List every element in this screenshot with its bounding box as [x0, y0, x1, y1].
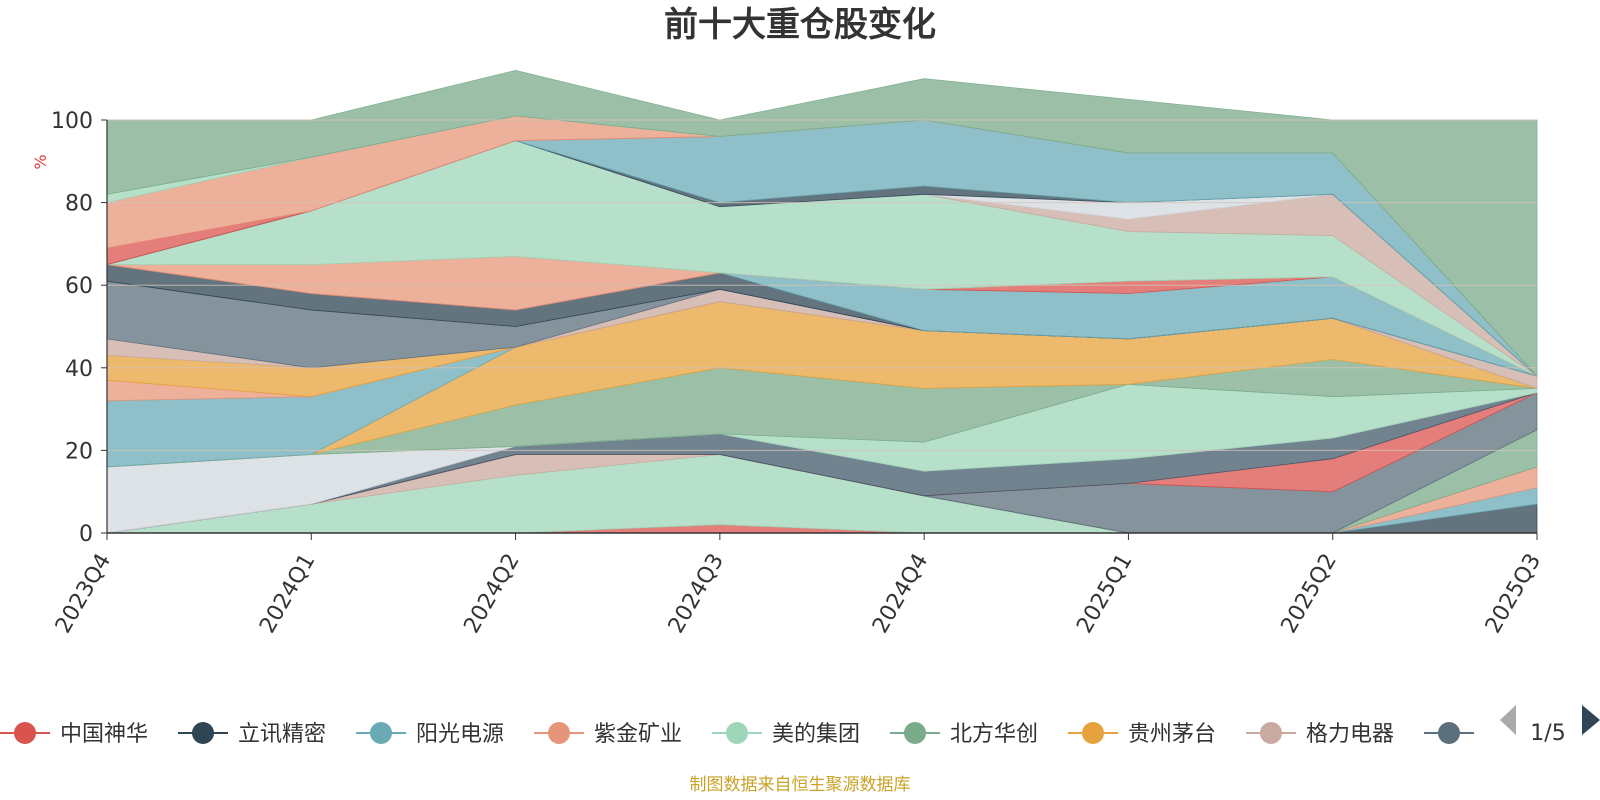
legend-page-indicator: 1/5 [1530, 721, 1565, 746]
x-tick-label: 2024Q2 [459, 550, 524, 638]
legend-item[interactable]: 立讯精密 [178, 722, 326, 747]
legend-prev-page-icon[interactable] [1500, 705, 1516, 735]
legend-marker-icon [1438, 722, 1460, 744]
legend-label: 阳光电源 [416, 722, 504, 747]
legend-pager: 1/5 [1500, 705, 1600, 746]
legend-marker-icon [548, 722, 570, 744]
y-tick-label: 20 [65, 439, 93, 464]
source-note: 制图数据来自恒生聚源数据库 [690, 775, 911, 795]
legend-label: 贵州茅台 [1128, 722, 1216, 747]
legend-item[interactable]: 紫金矿业 [534, 722, 682, 747]
legend-item[interactable]: 阳光电源 [356, 722, 504, 747]
legend: 中国神华 立讯精密 阳光电源 紫金矿业 美的集团 北方华创 贵州茅台 格力电器 [0, 722, 1474, 747]
legend-label: 紫金矿业 [594, 722, 682, 747]
legend-label: 格力电器 [1306, 722, 1394, 747]
x-tick-label: 2024Q3 [664, 550, 729, 638]
legend-marker-icon [726, 722, 748, 744]
y-tick-label: 60 [65, 274, 93, 299]
gridlines [107, 119, 1537, 451]
legend-label: 美的集团 [772, 722, 860, 747]
x-tick-label: 2025Q2 [1277, 550, 1342, 638]
legend-marker-icon [1082, 722, 1104, 744]
x-tick-label: 2023Q4 [51, 550, 116, 638]
legend-item[interactable]: 格力电器 [1246, 722, 1394, 747]
legend-label: 中国神华 [60, 722, 148, 747]
legend-marker-icon [14, 722, 36, 744]
legend-item[interactable]: 中国神华 [0, 722, 148, 747]
y-tick-label: 100 [51, 109, 93, 134]
legend-marker-icon [1260, 722, 1282, 744]
legend-item[interactable]: 美的集团 [712, 722, 860, 747]
chart-title: 前十大重仓股变化 [664, 5, 936, 45]
legend-next-page-icon[interactable] [1582, 705, 1600, 735]
legend-item[interactable] [1424, 722, 1474, 744]
y-tick-label: 80 [65, 192, 93, 217]
legend-marker-icon [192, 722, 214, 744]
x-tick-label: 2024Q1 [255, 550, 320, 638]
x-tick-label: 2025Q1 [1072, 550, 1137, 638]
legend-item[interactable]: 北方华创 [890, 722, 1038, 747]
y-axis-unit: % [31, 154, 50, 169]
area-series-31[interactable] [106, 69, 1538, 378]
legend-item[interactable]: 贵州茅台 [1068, 722, 1216, 747]
x-tick-label: 2024Q4 [868, 550, 933, 638]
legend-label: 立讯精密 [238, 722, 326, 747]
legend-label: 北方华创 [950, 722, 1038, 747]
y-tick-label: 40 [65, 357, 93, 382]
area-layer [106, 69, 1538, 534]
x-tick-label: 2025Q3 [1481, 550, 1546, 638]
legend-marker-icon [370, 722, 392, 744]
legend-marker-icon [904, 722, 926, 744]
y-tick-label: 0 [79, 522, 93, 547]
